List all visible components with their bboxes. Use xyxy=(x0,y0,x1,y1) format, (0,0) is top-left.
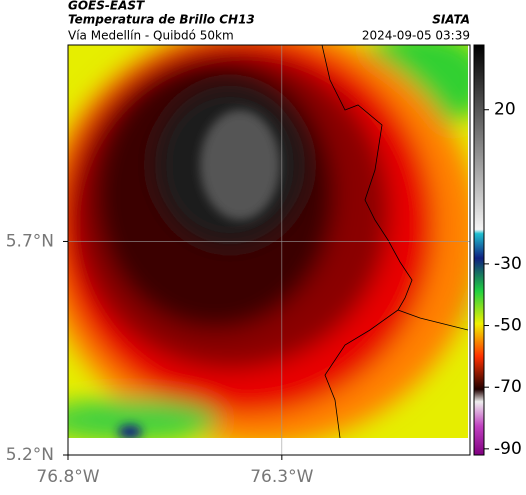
subtitle: Vía Medellín - Quibdó 50km xyxy=(68,29,234,43)
colorbar-label: -70 xyxy=(494,377,522,397)
y-tick-label: 5.2°N xyxy=(6,445,54,465)
map-frame xyxy=(67,44,471,456)
colorbar-label: -90 xyxy=(494,439,522,459)
title: Temperatura de Brillo CH13 xyxy=(68,13,255,27)
timestamp: 2024-09-05 03:39 xyxy=(362,29,470,43)
colorbar xyxy=(473,44,485,456)
source: GOES-EAST xyxy=(68,0,145,13)
x-tick-label: 76.8°W xyxy=(36,467,99,487)
x-tick-label: 76.3°W xyxy=(250,467,313,487)
credit: SIATA xyxy=(432,13,470,27)
y-tick-label: 5.7°N xyxy=(6,231,54,251)
colorbar-label: -50 xyxy=(494,316,522,336)
imagery xyxy=(68,45,470,455)
colorbar-label: -30 xyxy=(494,254,522,274)
colorbar-label: 20 xyxy=(494,100,516,120)
